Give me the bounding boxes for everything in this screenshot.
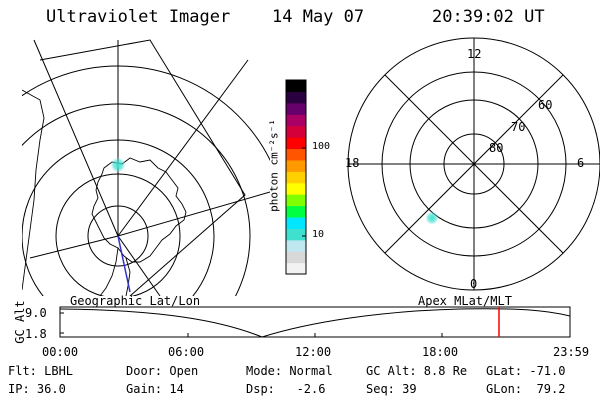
time-label: 20:39:02 UT (432, 7, 545, 27)
mlt-label-12: 12 (467, 47, 482, 61)
colorbar-segment (286, 205, 306, 218)
aurora-spot (425, 211, 439, 225)
aurora-spot (110, 157, 126, 173)
colorbar-segment (286, 80, 306, 93)
ytick-1-8: 1.8 (25, 327, 47, 341)
info-dsp: Dsp: -2.6 (246, 382, 326, 396)
instrument-title: Ultraviolet Imager (46, 7, 231, 27)
colorbar-segment (286, 137, 306, 150)
info-door: Door: Open (126, 364, 199, 378)
mlat-label-80: 80 (489, 141, 504, 155)
xtick-0600: 06:00 (168, 345, 205, 359)
colorbar-segment (286, 262, 306, 275)
info-mode: Mode: Normal (246, 364, 333, 378)
mlat-label-70: 70 (511, 120, 526, 134)
colorbar-segment (286, 91, 306, 104)
colorbar-tick-100: 100 (312, 141, 331, 152)
colorbar-segment (286, 228, 306, 241)
xtick-1800: 18:00 (422, 345, 459, 359)
info-ip: IP: 36.0 (8, 382, 66, 396)
colorbar-tick-10: 10 (312, 229, 325, 240)
altitude-plot (59, 306, 571, 338)
mlt-label-6: 6 (577, 156, 585, 170)
info-seq: Seq: 39 (366, 382, 417, 396)
colorbar-unit-label: photon cm⁻²s⁻¹ (267, 119, 281, 212)
colorbar-segment (286, 251, 306, 264)
mlt-label-0: 0 (470, 277, 478, 291)
colorbar-segment (286, 102, 306, 115)
geographic-caption: Geographic Lat/Lon (70, 294, 201, 308)
colorbar-segment (286, 171, 306, 184)
colorbar-segment (286, 194, 306, 207)
info-gain: Gain: 14 (126, 382, 184, 396)
geographic-map (22, 39, 270, 296)
colorbar-segment (286, 148, 306, 161)
mlat-mlt-plot (347, 37, 600, 291)
xtick-2359: 23:59 (553, 345, 590, 359)
colorbar-segment (286, 216, 306, 229)
colorbar-segment (286, 159, 306, 172)
info-glat: GLat: -71.0 (486, 364, 566, 378)
info-gc-alt: GC Alt: 8.8 Re (366, 364, 468, 378)
info-glon: GLon: 79.2 (486, 382, 566, 396)
colorbar-segment (286, 239, 306, 252)
mlat-label-60: 60 (538, 98, 553, 112)
ytick-9: 9.0 (25, 306, 47, 320)
colorbar-segment (286, 114, 306, 127)
xtick-1200: 12:00 (295, 345, 332, 359)
colorbar-segment (286, 125, 306, 138)
xtick-0000: 00:00 (42, 345, 79, 359)
colorbar-frame (285, 79, 307, 275)
info-filter: Flt: LBHL (8, 364, 74, 378)
colorbar-segment (286, 182, 306, 195)
apex-caption: Apex MLat/MLT (418, 294, 512, 308)
trajectory-line (117, 235, 131, 293)
date-label: 14 May 07 (272, 7, 365, 27)
mlt-label-18: 18 (345, 156, 360, 170)
colorbar (285, 79, 307, 275)
